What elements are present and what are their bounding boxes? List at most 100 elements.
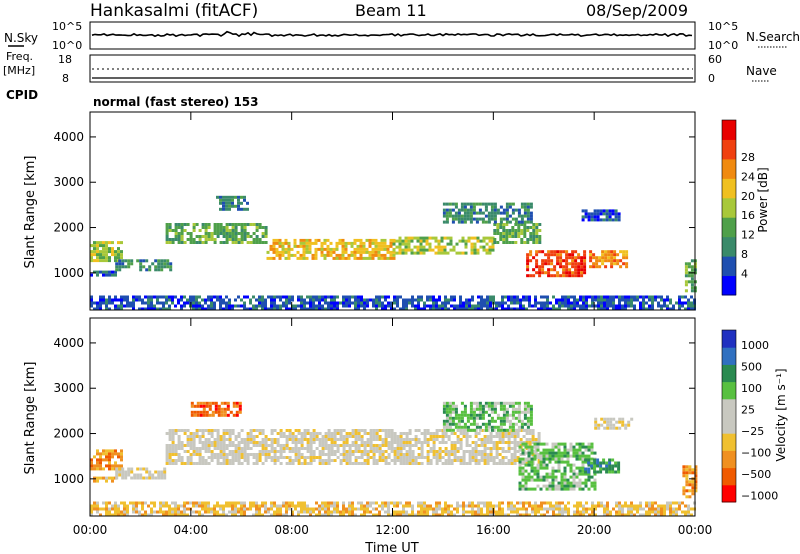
heatmap-cell <box>511 422 515 426</box>
heatmap-cell <box>309 444 313 447</box>
heatmap-cell <box>448 214 452 218</box>
heatmap-cell <box>505 202 509 206</box>
heatmap-cell <box>493 211 497 215</box>
heatmap-cell <box>213 238 217 241</box>
heatmap-cell <box>195 223 199 226</box>
heatmap-cell <box>486 504 489 508</box>
heatmap-cell <box>558 301 561 305</box>
heatmap-cell <box>114 250 117 254</box>
heatmap-cell <box>333 441 337 444</box>
heatmap-cell <box>183 241 187 244</box>
heatmap-cell <box>330 301 333 305</box>
heatmap-cell <box>447 435 451 438</box>
heatmap-cell <box>422 248 426 252</box>
heatmap-cell <box>486 456 490 459</box>
heatmap-cell <box>475 404 479 408</box>
heatmap-cell <box>521 451 525 455</box>
heatmap-cell <box>554 451 558 455</box>
heatmap-cell <box>493 229 497 232</box>
heatmap-cell <box>549 501 552 505</box>
heatmap-cell <box>372 304 375 308</box>
heatmap-cell <box>297 429 301 432</box>
heatmap-cell <box>275 247 279 251</box>
heatmap-cell <box>371 256 375 260</box>
heatmap-cell <box>618 507 621 511</box>
heatmap-cell <box>93 455 96 459</box>
heatmap-cell <box>267 307 270 311</box>
heatmap-cell <box>216 462 220 465</box>
heatmap-cell <box>459 456 463 459</box>
heatmap-cell <box>123 513 126 517</box>
heatmap-cell <box>350 241 354 245</box>
heatmap-cell <box>481 422 485 426</box>
heatmap-cell <box>490 208 494 212</box>
heatmap-cell <box>249 307 252 311</box>
heatmap-cell <box>498 432 502 435</box>
heatmap-cell <box>663 504 666 508</box>
heatmap-cell <box>508 425 512 429</box>
heatmap-cell <box>407 242 411 246</box>
heatmap-cell <box>487 425 491 429</box>
heatmap-cell <box>93 250 96 254</box>
heatmap-cell <box>573 301 576 305</box>
heatmap-cell <box>489 432 493 435</box>
heatmap-cell <box>529 419 533 423</box>
heatmap-cell <box>690 307 693 311</box>
heatmap-cell <box>534 513 537 517</box>
heatmap-cell <box>480 456 484 459</box>
heatmap-cell <box>469 214 473 218</box>
heatmap-cell <box>195 301 198 305</box>
heatmap-cell <box>505 229 509 232</box>
heatmap-cell <box>561 301 564 305</box>
heatmap-cell <box>350 253 354 257</box>
heatmap-cell <box>528 298 531 302</box>
heatmap-cell <box>408 441 412 444</box>
heatmap-cell <box>513 456 517 459</box>
heatmap-cell <box>195 295 198 299</box>
heatmap-cell <box>189 462 193 465</box>
heatmap-cell <box>552 504 555 508</box>
heatmap-cell <box>473 236 477 240</box>
heatmap-cell <box>198 501 201 505</box>
heatmap-cell <box>672 307 675 311</box>
heatmap-cell <box>630 507 633 511</box>
heatmap-cell <box>327 429 331 432</box>
heatmap-cell <box>228 435 232 438</box>
heatmap-cell <box>694 474 698 478</box>
heatmap-cell <box>123 504 126 508</box>
heatmap-cell <box>294 435 298 438</box>
heatmap-cell <box>387 456 391 459</box>
heatmap-cell <box>270 301 273 305</box>
heatmap-cell <box>511 428 515 432</box>
heatmap-cell <box>457 413 461 417</box>
heatmap-cell <box>207 501 210 505</box>
colorbar-frame <box>721 329 737 503</box>
heatmap-cell <box>183 462 187 465</box>
heatmap-cell <box>456 459 460 462</box>
heatmap-cell <box>441 510 444 514</box>
heatmap-cell <box>468 298 471 302</box>
heatmap-cell <box>684 280 688 284</box>
heatmap-cell <box>363 510 366 514</box>
heatmap-cell <box>527 487 531 491</box>
heatmap-cell <box>219 462 223 465</box>
heatmap-cell <box>550 274 554 278</box>
heatmap-cell <box>480 429 484 432</box>
heatmap-cell <box>523 407 527 411</box>
heatmap-cell <box>231 229 235 232</box>
heatmap-cell <box>362 244 366 248</box>
heatmap-cell <box>211 413 215 417</box>
heatmap-cell <box>489 441 493 444</box>
heatmap-cell <box>308 241 312 245</box>
heatmap-cell <box>495 450 499 453</box>
heatmap-cell <box>541 268 545 272</box>
heatmap-cell <box>542 448 546 452</box>
heatmap-cell <box>333 453 337 456</box>
heatmap-cell <box>417 307 420 311</box>
heatmap-cell <box>468 435 472 438</box>
heatmap-cell <box>339 459 343 462</box>
heatmap-cell <box>333 304 336 308</box>
heatmap-cell <box>547 256 551 260</box>
heatmap-cell <box>336 444 340 447</box>
heatmap-cell <box>569 445 573 449</box>
